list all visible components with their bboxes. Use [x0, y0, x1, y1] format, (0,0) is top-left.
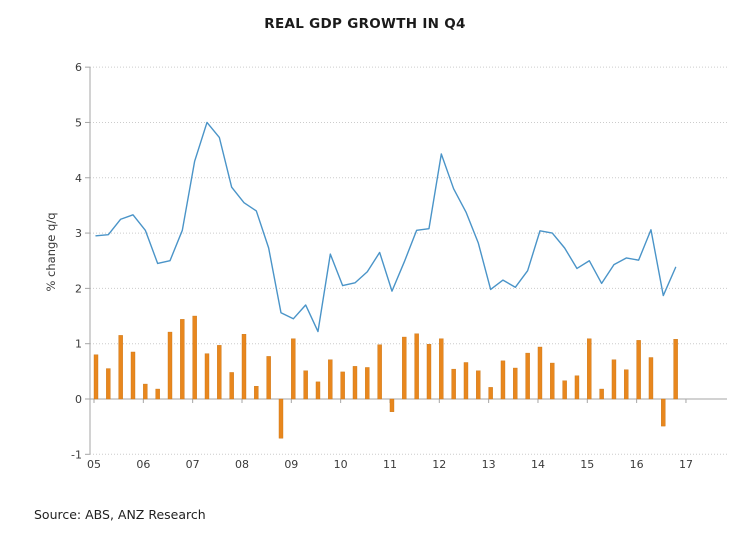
y-tick-label: 4 [75, 172, 82, 185]
x-tick-label: 17 [679, 458, 693, 471]
y-tick-label: 5 [75, 116, 82, 129]
x-tick-label: 15 [580, 458, 594, 471]
bar-qoq [599, 388, 604, 400]
bar-qoq [500, 360, 506, 400]
bar-qoq [241, 334, 247, 400]
x-tick-label: 05 [87, 458, 101, 471]
bar-qoq [204, 353, 210, 400]
x-tick-label: 12 [432, 458, 446, 471]
bar-qoq [562, 380, 567, 400]
bar-qoq [377, 344, 382, 400]
bar-qoq [451, 368, 456, 400]
bar-qoq [389, 398, 395, 412]
x-tick-label: 11 [383, 458, 397, 471]
x-tick-label: 16 [630, 458, 644, 471]
bar-qoq [328, 359, 333, 400]
bar-qoq [426, 344, 432, 400]
x-tick-label: 10 [334, 458, 348, 471]
bar-qoq [155, 388, 160, 400]
x-tick-label: 09 [284, 458, 298, 471]
y-tick-label: 0 [75, 393, 82, 406]
bar-qoq [574, 375, 580, 400]
bar-qoq [93, 354, 99, 400]
x-tick-label: 08 [235, 458, 249, 471]
bar-qoq [476, 370, 481, 400]
line-yoy [95, 121, 677, 333]
y-tick-label: 3 [75, 227, 82, 240]
y-tick-label: 1 [75, 338, 82, 351]
bar-qoq [439, 338, 444, 400]
bar-qoq [278, 398, 284, 439]
bar-qoq [143, 383, 148, 400]
bar-qoq [118, 335, 123, 400]
bar-qoq [315, 381, 321, 400]
bar-qoq [513, 367, 518, 400]
bar-qoq [611, 359, 617, 400]
bar-qoq [365, 367, 370, 400]
bar-qoq [229, 372, 234, 400]
bar-qoq [673, 339, 678, 400]
bar-qoq [550, 362, 555, 400]
bar-qoq [167, 331, 173, 400]
bar-qoq [106, 368, 111, 400]
bar-qoq [488, 387, 493, 400]
bar-qoq [402, 336, 407, 400]
bar-qoq [352, 366, 358, 400]
bar-qoq [636, 340, 641, 400]
bar-qoq [648, 357, 654, 400]
bar-qoq [303, 370, 308, 400]
y-tick-label: 6 [75, 61, 82, 74]
x-tick-label: 06 [136, 458, 150, 471]
bar-qoq [525, 352, 530, 400]
bar-qoq [217, 345, 222, 400]
bar-qoq [180, 319, 185, 400]
bar-qoq [624, 369, 629, 400]
x-tick-label: 14 [531, 458, 545, 471]
bar-qoq [291, 338, 296, 400]
chart-title: REAL GDP GROWTH IN Q4 [264, 16, 466, 32]
x-tick-label: 07 [186, 458, 200, 471]
bar-qoq [266, 356, 271, 400]
bar-qoq [661, 398, 666, 427]
bar-qoq [254, 386, 259, 400]
bar-qoq [537, 346, 543, 400]
y-tick-label: -1 [71, 448, 82, 461]
x-tick-label: 13 [482, 458, 496, 471]
bar-qoq [463, 362, 469, 400]
bar-qoq [587, 338, 592, 400]
bar-qoq [340, 371, 345, 400]
bar-qoq [130, 351, 136, 400]
bar-qoq [192, 315, 197, 400]
source-note: Source: ABS, ANZ Research [34, 507, 206, 522]
bar-qoq [414, 333, 419, 400]
y-tick-label: 2 [75, 282, 82, 295]
